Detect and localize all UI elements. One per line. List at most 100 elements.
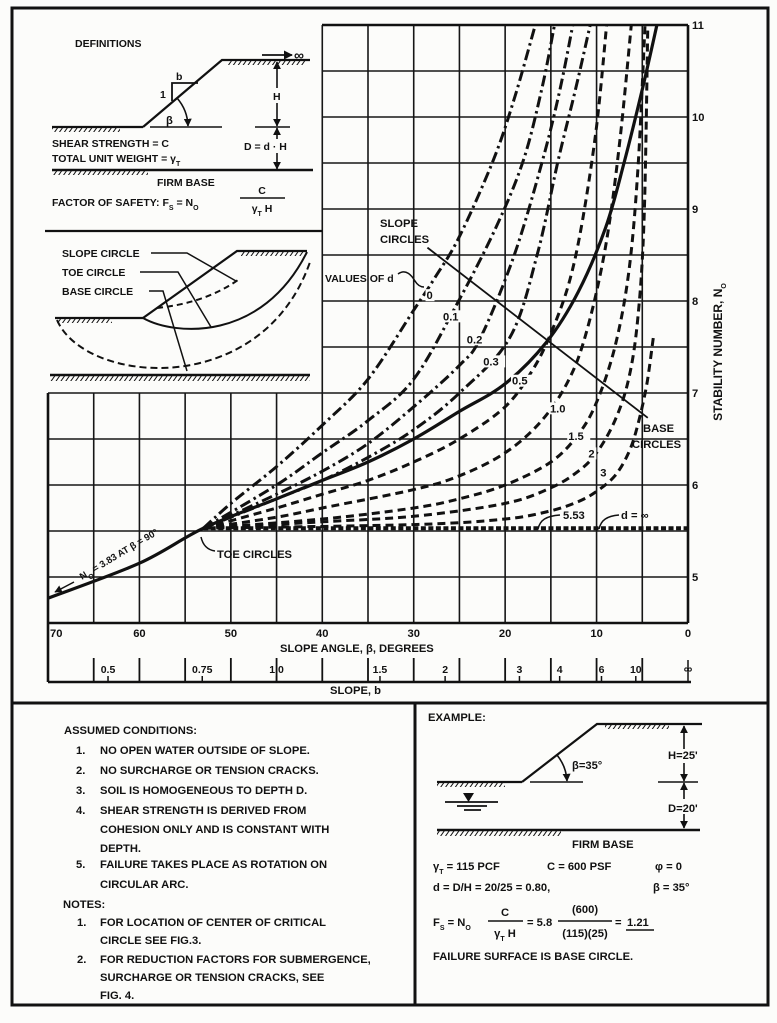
example-slope-diagram xyxy=(437,722,702,836)
condition-4-text-line3: DEPTH. xyxy=(100,843,141,855)
y-tick-label: 5 xyxy=(692,572,698,584)
example-gamma-sub: T xyxy=(439,869,444,876)
example-gamma: γ xyxy=(433,861,440,873)
note-2-text-line1: FOR REDUCTION FACTORS FOR SUBMERGENCE, xyxy=(100,954,371,966)
x-tick-label: 20 xyxy=(499,628,511,640)
curve-label-d-3: 3 xyxy=(600,468,606,480)
y-tick-label: 8 xyxy=(692,296,698,308)
example-fs-f: F xyxy=(433,917,440,929)
secondary-tick-label: 6 xyxy=(599,664,605,676)
x-tick-label: 30 xyxy=(407,628,419,640)
condition-5-text-line2: CIRCULAR ARC. xyxy=(100,879,188,891)
example-frac1-sub: T xyxy=(500,936,505,943)
condition-4-number: 4. xyxy=(76,805,85,817)
curve-d-0 xyxy=(202,24,537,530)
example-conclusion: FAILURE SURFACE IS BASE CIRCLE. xyxy=(433,951,633,963)
inset-background xyxy=(14,10,321,392)
shear-strength-definition: SHEAR STRENGTH = C xyxy=(52,138,169,150)
curve-label-background xyxy=(441,310,465,323)
example-d-calculation: d = D/H = 20/25 = 0.80, xyxy=(433,882,550,894)
slope-base-boundary-line xyxy=(426,246,649,419)
fos-den-h: H xyxy=(262,203,273,215)
example-fs-eq: = N xyxy=(445,917,466,929)
conditions-title: ASSUMED CONDITIONS: xyxy=(64,725,197,737)
example-unit-weight: γT = 115 PCF xyxy=(433,861,500,876)
x-tick-label: 0 xyxy=(685,628,691,640)
y-tick-label: 9 xyxy=(692,204,698,216)
example-result-value: 1.21 xyxy=(627,917,649,929)
curve-label-background xyxy=(511,374,534,387)
x-tick-label: 10 xyxy=(590,628,602,640)
condition-1-number: 1. xyxy=(76,745,85,757)
secondary-x-axis-title: SLOPE, b xyxy=(330,685,381,697)
curve-label-background xyxy=(587,447,597,460)
fos-eq: = N xyxy=(174,197,194,209)
fos-den-gamma: γ xyxy=(252,203,258,215)
secondary-tick-label: 1.5 xyxy=(373,664,388,676)
curve-d-0-3 xyxy=(202,24,592,530)
secondary-tick-label: ∞ xyxy=(684,662,693,676)
curve-d-2 xyxy=(203,24,650,530)
example-frac1-denominator: γT H xyxy=(494,928,516,943)
example-frac1-numerator: C xyxy=(501,907,509,919)
condition-3-text: SOIL IS HOMOGENEOUS TO DEPTH D. xyxy=(100,785,307,797)
curve-label-d-0-3: 0.3 xyxy=(483,356,499,368)
example-fs-label: FS = NO xyxy=(433,917,471,932)
toe-value-label: 5.53 xyxy=(563,510,585,522)
n0-note-sub: O xyxy=(87,572,96,581)
curve-label-d-1-5: 1.5 xyxy=(568,431,584,443)
notes-title: NOTES: xyxy=(63,899,105,911)
curve-label-background xyxy=(548,402,572,415)
condition-2-text: NO SURCHARGE OR TENSION CRACKS. xyxy=(100,765,319,777)
curve-label-d-2: 2 xyxy=(588,448,594,460)
condition-5-number: 5. xyxy=(76,859,85,871)
factor-of-safety-definition: FACTOR OF SAFETY: FS = NO xyxy=(52,197,199,212)
y-axis-title: STABILITY NUMBER, NO xyxy=(711,283,728,421)
example-title: EXAMPLE: xyxy=(428,712,486,724)
fos-den-sub: T xyxy=(258,211,263,218)
angle-arc xyxy=(176,97,192,127)
toe-circles-label: TOE CIRCLES xyxy=(217,549,293,561)
x-tick-label: 70 xyxy=(50,628,62,640)
note-1-number: 1. xyxy=(77,917,86,929)
base-circles-label-line1: BASE xyxy=(643,423,675,435)
example-firm-base-label: FIRM BASE xyxy=(572,839,634,851)
note-1-text-line1: FOR LOCATION OF CENTER OF CRITICAL xyxy=(100,917,326,929)
y-tick-label: 7 xyxy=(692,388,698,400)
d-infinity-label: d = ∞ xyxy=(621,510,649,522)
base-circle-leader xyxy=(149,290,188,372)
chart-series-labels: 0 0.1 0.20.3 0.5 1.0 1.5 23 xyxy=(425,289,609,480)
example-height-label: H=25' xyxy=(668,750,698,762)
x-tick-label: 40 xyxy=(316,628,328,640)
fos-denominator: γT H xyxy=(252,203,273,218)
curve-d-1-5 xyxy=(203,24,647,530)
water-table-icon xyxy=(445,793,498,811)
toe-circle-arc xyxy=(142,251,308,330)
fos-numerator: C xyxy=(258,185,266,197)
curve-label-d-0-1: 0.1 xyxy=(443,311,459,323)
chart-frame xyxy=(46,23,691,684)
example-fs-sub: S xyxy=(440,925,445,932)
example-fs-n-sub: O xyxy=(465,925,471,932)
slope-circle-leader xyxy=(151,252,237,282)
x-tick-label: 60 xyxy=(133,628,145,640)
example-panel: EXAMPLE: β=35° H=25' D=20' FIRM B xyxy=(428,712,702,963)
y-tick-label: 11 xyxy=(692,20,704,32)
curve-label-background xyxy=(567,429,591,442)
secondary-tick-label: 0.75 xyxy=(192,664,213,676)
example-phi: φ = 0 xyxy=(655,861,682,873)
condition-4-text-line2: COHESION ONLY AND IS CONSTANT WITH xyxy=(100,824,329,836)
toe-circle-leader xyxy=(140,271,212,328)
slope-circles-label-line2: CIRCLES xyxy=(380,234,430,246)
curve-label-background xyxy=(465,333,489,346)
note-2-number: 2. xyxy=(77,954,86,966)
curve-d-0-1 xyxy=(202,24,556,530)
unit-weight-sub: T xyxy=(176,161,181,168)
example-n0-value: = 5.8 xyxy=(527,917,552,929)
fos-sub: S xyxy=(169,205,174,212)
note-1-text-line2: CIRCLE SEE FIG.3. xyxy=(100,935,201,947)
slope-circle-arc xyxy=(156,279,239,309)
curve-label-d-0-5: 0.5 xyxy=(512,376,528,388)
curve-label-background xyxy=(599,466,609,479)
curve-label-d-1-0: 1.0 xyxy=(550,403,566,415)
